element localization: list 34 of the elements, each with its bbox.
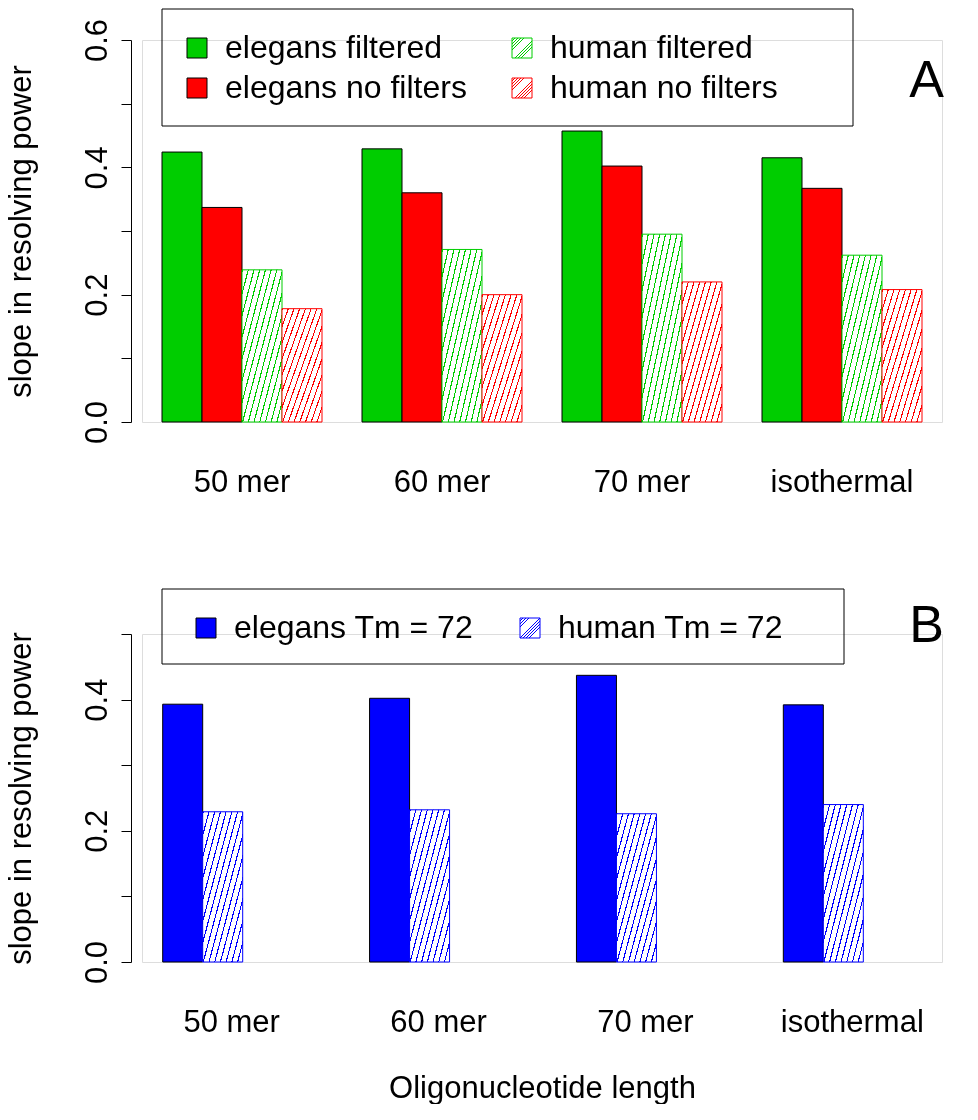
y-tick-label: 0.4 bbox=[78, 678, 114, 722]
y-tick-label: 0.2 bbox=[78, 809, 114, 853]
legend-label: elegans Tm = 72 bbox=[234, 609, 473, 645]
y-tick-label: 0.6 bbox=[78, 18, 114, 63]
bar bbox=[281, 308, 323, 423]
x-tick-label: 60 mer bbox=[393, 463, 491, 499]
legend-label: elegans no filters bbox=[225, 69, 467, 105]
annotation: B bbox=[909, 595, 944, 653]
legend-label: human no filters bbox=[550, 69, 778, 105]
y-tick-label: 0.4 bbox=[78, 146, 114, 190]
x-tick-label: 70 mer bbox=[597, 1003, 694, 1039]
y-tick-label: 0.2 bbox=[78, 273, 114, 317]
legend-label: elegans filtered bbox=[225, 29, 443, 65]
x-axis-title: Oligonucleotide length bbox=[389, 1069, 696, 1105]
x-tick-label: isothermal bbox=[770, 463, 914, 499]
x-tick-label: 70 mer bbox=[593, 463, 691, 499]
legend-label: human Tm = 72 bbox=[558, 609, 783, 645]
bar bbox=[481, 294, 523, 423]
bar bbox=[681, 281, 723, 423]
legend-label: human filtered bbox=[550, 29, 753, 65]
y-axis-title: slope in resolving power bbox=[2, 632, 38, 965]
bar bbox=[241, 269, 283, 423]
y-tick-label: 0.0 bbox=[78, 940, 114, 985]
x-tick-label: isothermal bbox=[780, 1003, 924, 1039]
y-axis-title: slope in resolving power bbox=[2, 65, 38, 398]
x-tick-label: 60 mer bbox=[390, 1003, 487, 1039]
bar bbox=[441, 248, 483, 423]
bar bbox=[841, 254, 883, 423]
x-tick-label: 50 mer bbox=[183, 1003, 280, 1039]
annotation: A bbox=[909, 50, 945, 108]
bar bbox=[881, 289, 923, 423]
x-tick-label: 50 mer bbox=[193, 463, 291, 499]
bar bbox=[641, 233, 683, 423]
y-tick-label: 0.0 bbox=[78, 400, 114, 445]
